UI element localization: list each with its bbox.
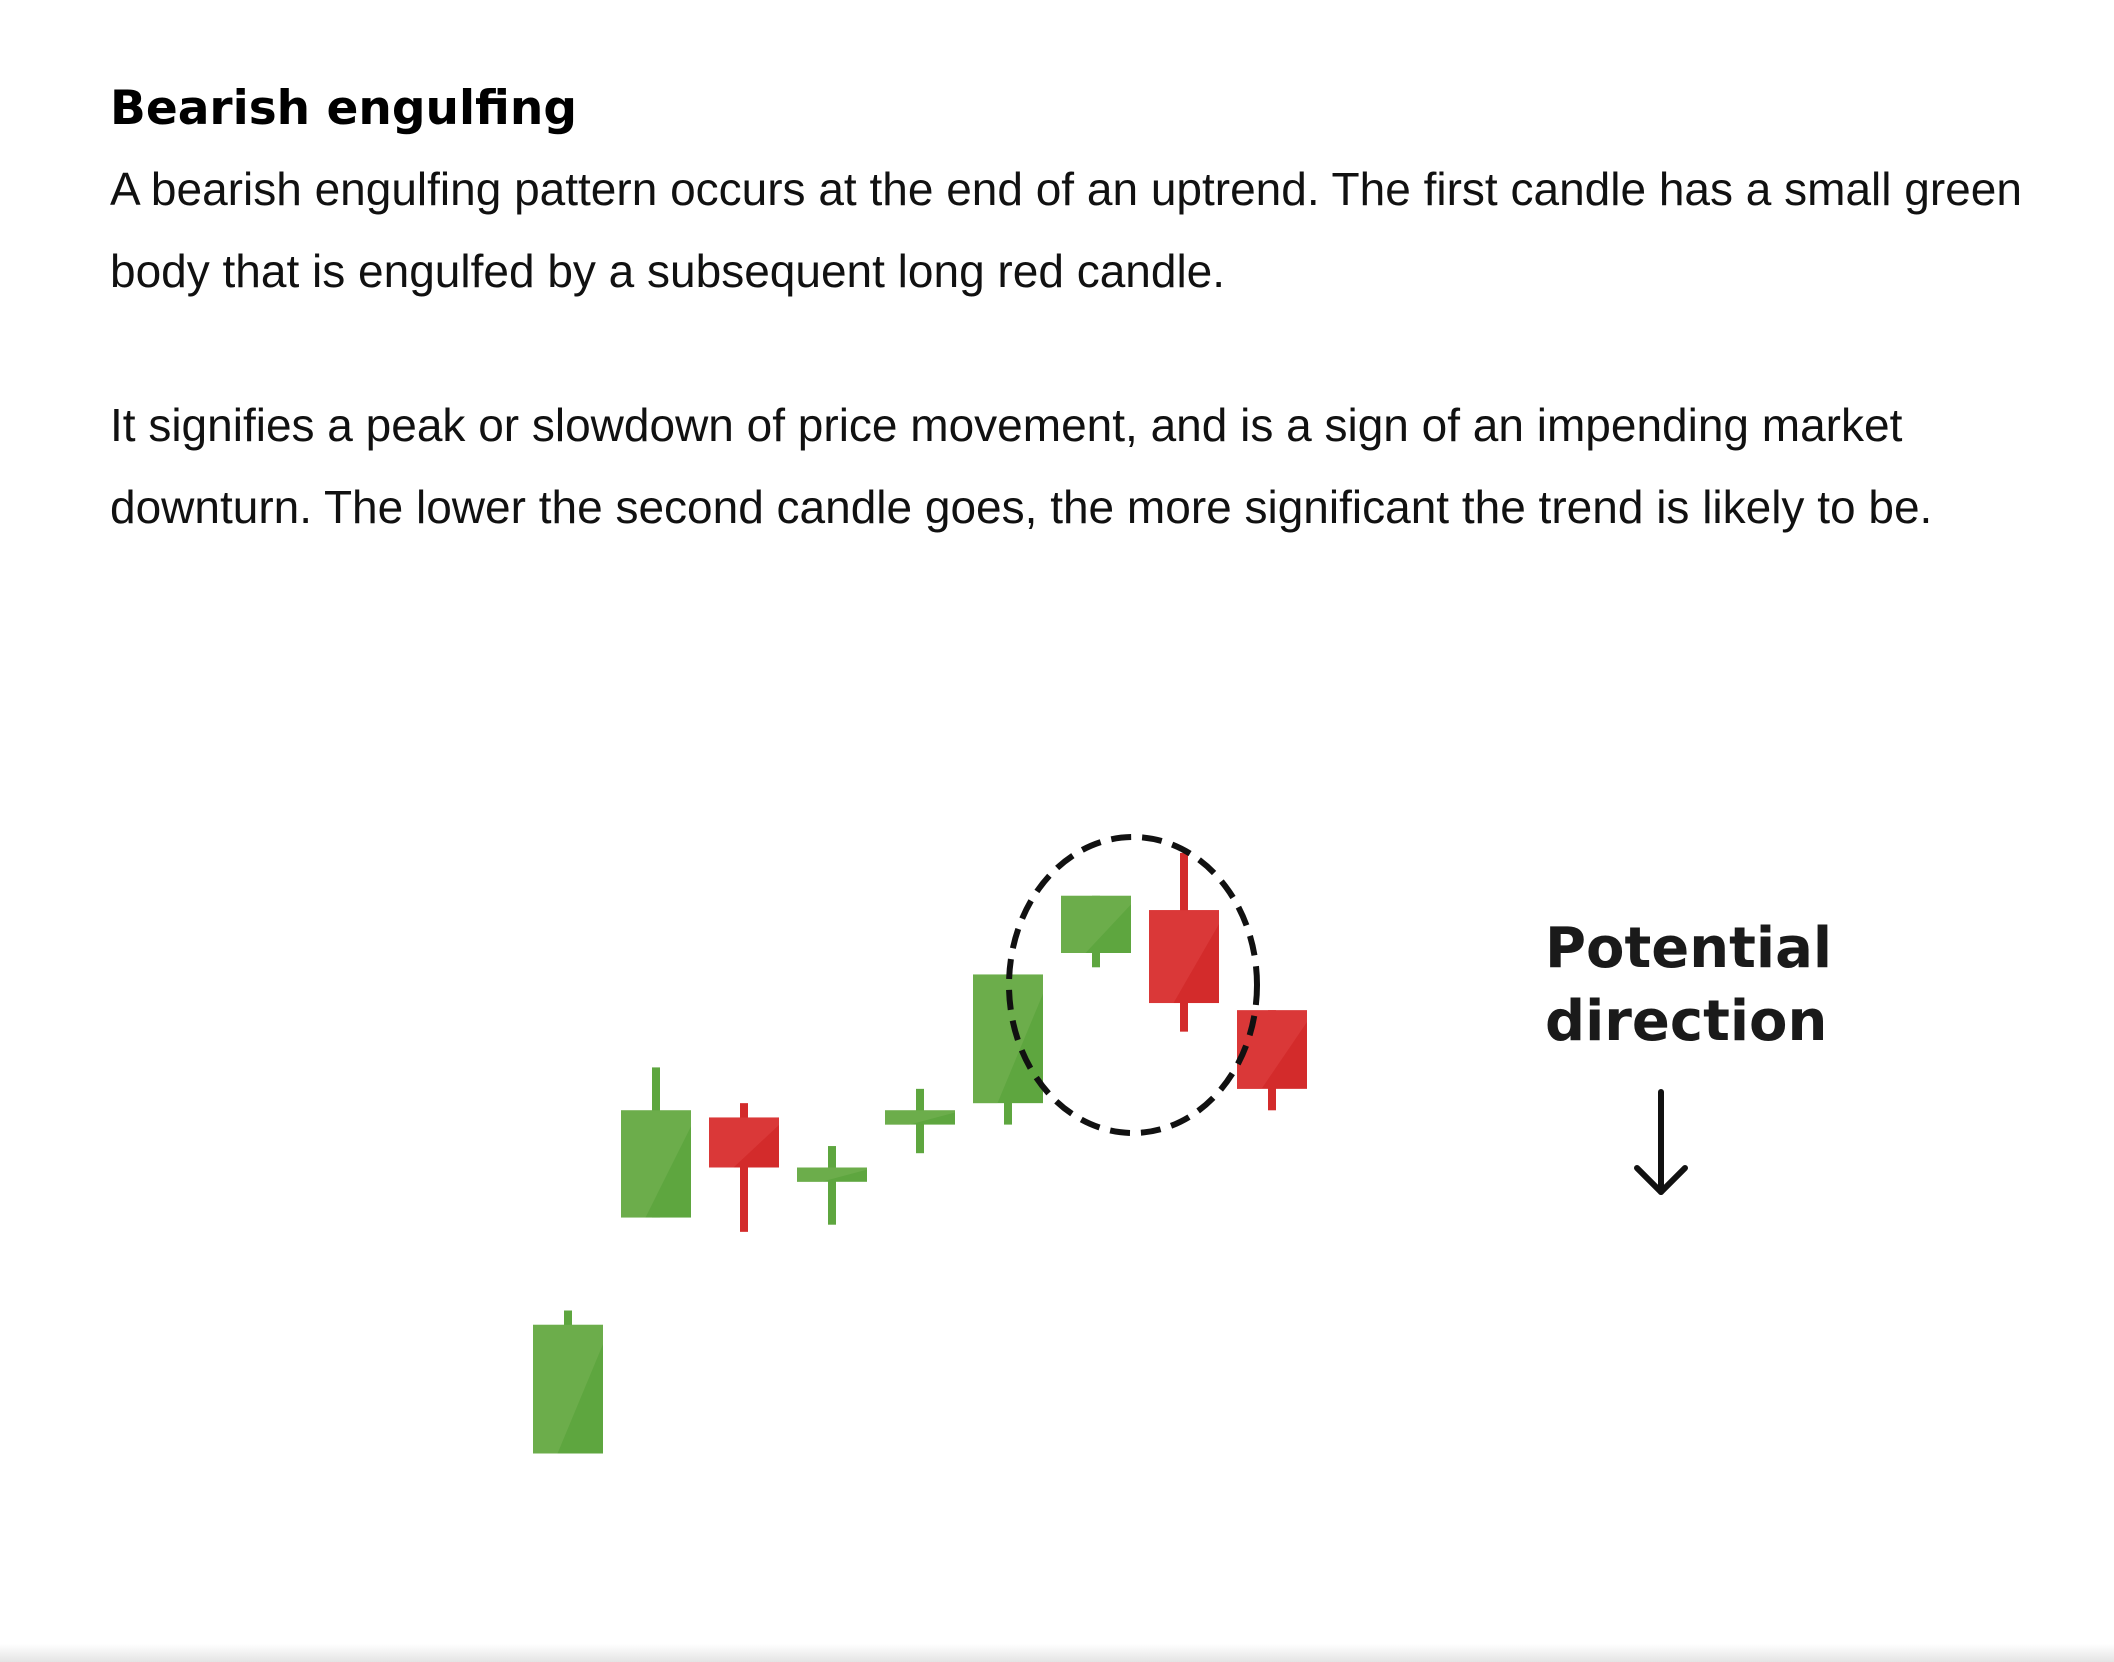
candlestick-figure: Potential direction	[500, 720, 1880, 1620]
bottom-scroll-shade	[0, 1644, 2114, 1662]
potential-label-line-2: direction	[1545, 989, 1827, 1054]
potential-label-line-1: Potential	[1545, 916, 1832, 981]
paragraph-2: It signifies a peak or slowdown of price…	[110, 399, 1933, 533]
article-section: Bearish engulfing A bearish engulfing pa…	[110, 70, 2050, 548]
candle-8	[1149, 852, 1219, 1032]
candle-7-highlight	[1061, 895, 1131, 953]
paragraph-1: A bearish engulfing pattern occurs at th…	[110, 163, 2022, 297]
candle-2	[621, 1067, 691, 1218]
section-heading: Bearish engulfing	[110, 81, 577, 136]
candle-4-highlight	[797, 1167, 867, 1182]
candle-6-highlight	[973, 974, 1043, 1104]
candle-1-highlight	[533, 1324, 603, 1454]
candle-7	[1061, 895, 1131, 968]
candle-4	[797, 1146, 867, 1225]
candle-9	[1237, 1010, 1307, 1111]
candle-8-highlight	[1149, 910, 1219, 1004]
highlight-dashed-circle	[1006, 834, 1260, 1136]
candles-layer	[533, 852, 1307, 1454]
candle-3	[709, 1103, 779, 1232]
candlestick-chart: Potential direction	[533, 834, 1832, 1454]
candle-5	[885, 1088, 955, 1154]
candle-3-highlight	[709, 1117, 779, 1168]
candle-2-highlight	[621, 1110, 691, 1218]
candle-5-highlight	[885, 1110, 955, 1125]
candle-1	[533, 1310, 603, 1454]
down-arrow-icon	[1634, 1089, 1688, 1195]
candle-9-highlight	[1237, 1010, 1307, 1089]
candle-4-wick	[828, 1146, 836, 1225]
